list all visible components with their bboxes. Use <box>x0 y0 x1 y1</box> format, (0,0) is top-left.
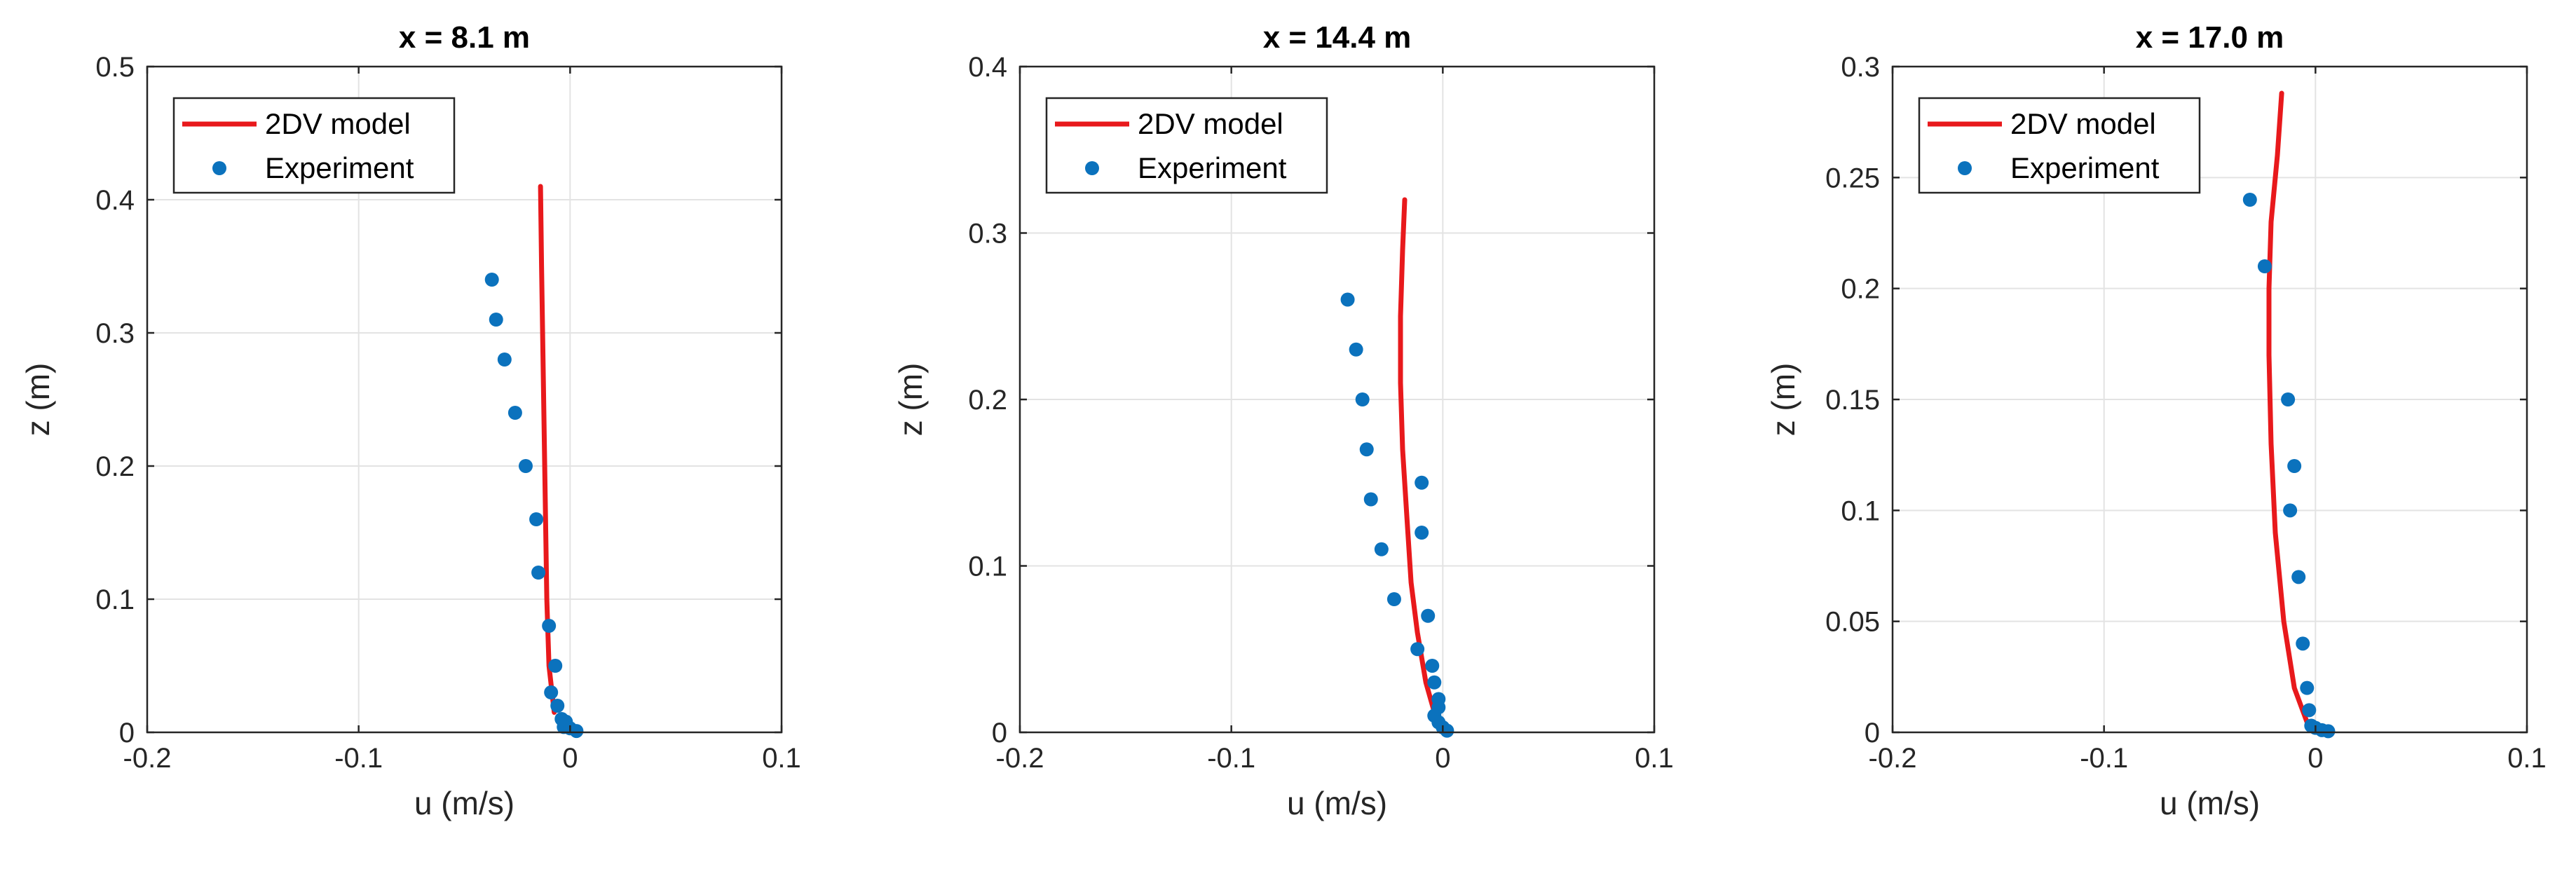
chart1-experiment-point <box>550 699 565 713</box>
chart3-xtick-label: 0 <box>2308 743 2323 774</box>
chart3-experiment-point <box>2291 570 2306 584</box>
chart1-xlabel: u (m/s) <box>414 785 514 821</box>
chart2-experiment-point <box>1425 659 1440 673</box>
chart1-legend-box <box>172 97 456 194</box>
chart1: -0.2 -0.1 0 0.1 0 0.1 0.2 0.3 0.4 0.5 x = 8.1 m u (… <box>20 20 801 821</box>
chart3-legend-experiment-swatch <box>1958 161 1972 175</box>
chart1-xtick-label: 0.1 <box>762 743 801 774</box>
chart3-xlabel: u (m/s) <box>2160 785 2260 821</box>
chart3-ytick-label: 0 <box>1865 718 1880 748</box>
chart2-experiment-point <box>1415 526 1429 540</box>
chart3-experiment-point <box>2281 392 2296 406</box>
chart1-ytick-label: 0.4 <box>95 185 135 216</box>
chart2-experiment-point <box>1427 675 1442 690</box>
chart2-experiment-point <box>1374 542 1389 556</box>
chart1-ytick-label: 0.1 <box>95 584 135 615</box>
chart2-experiment-point <box>1363 492 1378 507</box>
chart2-experiment-point <box>1386 592 1401 606</box>
chart3-experiment-point <box>2300 680 2315 695</box>
chart2-experiment-point <box>1355 392 1370 406</box>
chart2-experiment-point <box>1421 608 1436 623</box>
chart1-model-line <box>538 184 557 715</box>
chart1-title: x = 8.1 m <box>399 20 530 55</box>
chart3-ytick-label: 0.1 <box>1841 495 1880 526</box>
chart2-xtick-label: -0.2 <box>996 743 1044 774</box>
chart3-experiment-point <box>2302 703 2317 718</box>
chart1-ytick-label: 0.2 <box>95 451 135 482</box>
chart2-ytick-label: 0.1 <box>968 552 1007 582</box>
chart1-axes-box <box>146 65 783 734</box>
chart3-experiment-point <box>2296 636 2310 651</box>
chart2-ytick-label: 0.3 <box>968 219 1007 249</box>
chart2-model-line <box>1398 197 1437 715</box>
chart2-ytick-label: 0.2 <box>968 385 1007 416</box>
chart1-experiment-point <box>548 659 563 673</box>
chart1-experiment-point <box>507 406 522 420</box>
chart3-ytick-label: 0.15 <box>1825 385 1880 416</box>
chart3-experiment-point <box>2321 724 2336 739</box>
chart2-legend-model-label: 2DV model <box>1138 107 1283 140</box>
chart1-xtick-label: 0 <box>562 743 578 774</box>
chart2-legend-box <box>1045 97 1328 194</box>
chart1-legend-model-label: 2DV model <box>265 107 411 140</box>
chart3-experiment-point <box>2242 193 2257 207</box>
chart2-title: x = 14.4 m <box>1263 20 1412 55</box>
chart1-legend-experiment-label: Experiment <box>265 151 414 184</box>
chart3-legend-model-label: 2DV model <box>2010 107 2156 140</box>
chart2-experiment-point <box>1415 475 1429 490</box>
chart1-experiment-point <box>484 273 499 287</box>
chart2-ytick-label: 0.4 <box>968 52 1007 83</box>
chart1-experiment-point <box>489 313 503 327</box>
chart3-experiment-point <box>2283 503 2298 518</box>
chart1-experiment-point <box>497 353 512 367</box>
chart2: -0.2 -0.1 0 0.1 0 0.1 0.2 0.3 0.4 x = 14.4 m u (m/… <box>892 20 1674 821</box>
chart1-ytick-label: 0.3 <box>95 318 135 349</box>
chart3-ytick-label: 0.2 <box>1841 274 1880 305</box>
chart2-legend: 2DV model Experiment <box>1045 97 1328 194</box>
chart3-experiment-point <box>2287 459 2302 473</box>
chart1-legend-experiment-swatch <box>212 161 226 175</box>
chart2-legend-experiment-swatch <box>1085 161 1099 175</box>
chart2-ytick-label: 0 <box>992 718 1007 748</box>
chart1-legend: 2DV model Experiment <box>172 97 456 194</box>
chart2-xtick-label: 0 <box>1435 743 1450 774</box>
chart2-legend-experiment-label: Experiment <box>1138 151 1287 184</box>
chart1-experiment-point <box>531 566 546 580</box>
chart2-xlabel: u (m/s) <box>1287 785 1387 821</box>
chart3-experiment-point <box>2257 259 2272 273</box>
chart1-ytick-label: 0.5 <box>95 52 135 83</box>
chart2-xtick-label: 0.1 <box>1635 743 1674 774</box>
chart2-experiment-point <box>1410 642 1425 657</box>
chart3-model-line <box>2266 90 2312 731</box>
chart3-ytick-label: 0.3 <box>1841 52 1880 83</box>
chart3-ylabel: z (m) <box>1765 363 1801 437</box>
chart3-legend-experiment-label: Experiment <box>2010 151 2160 184</box>
chart2-experiment-point <box>1359 442 1374 457</box>
chart1-xtick-label: -0.2 <box>123 743 172 774</box>
chart3-ytick-label: 0.05 <box>1825 607 1880 638</box>
chart3: -0.2 -0.1 0 0.1 0 0.05 0.1 0.15 0.2 0.25 0.3 x = 17… <box>1765 20 2547 821</box>
chart1-ytick-label: 0 <box>119 718 135 748</box>
chart3-legend-box <box>1918 97 2201 194</box>
chart2-experiment-point <box>1349 342 1363 357</box>
chart3-xtick-label: -0.2 <box>1869 743 1917 774</box>
chart3-title: x = 17.0 m <box>2136 20 2284 55</box>
chart2-experiment-point <box>1340 292 1355 307</box>
chart3-xtick-label: 0.1 <box>2507 743 2547 774</box>
chart2-xtick-label: -0.1 <box>1207 743 1255 774</box>
chart2-ylabel: z (m) <box>892 363 929 437</box>
chart1-experiment-point <box>542 619 557 633</box>
chart3-ytick-label: 0.25 <box>1825 163 1880 193</box>
chart1-experiment-point <box>529 512 544 526</box>
chart3-legend: 2DV model Experiment <box>1918 97 2201 194</box>
chart1-ylabel: z (m) <box>20 363 56 437</box>
chart1-xtick-label: -0.1 <box>334 743 383 774</box>
chart1-experiment-point <box>569 724 584 739</box>
chart1-experiment-point <box>518 459 533 473</box>
chart3-xtick-label: -0.1 <box>2080 743 2128 774</box>
chart1-experiment-point <box>544 685 559 699</box>
